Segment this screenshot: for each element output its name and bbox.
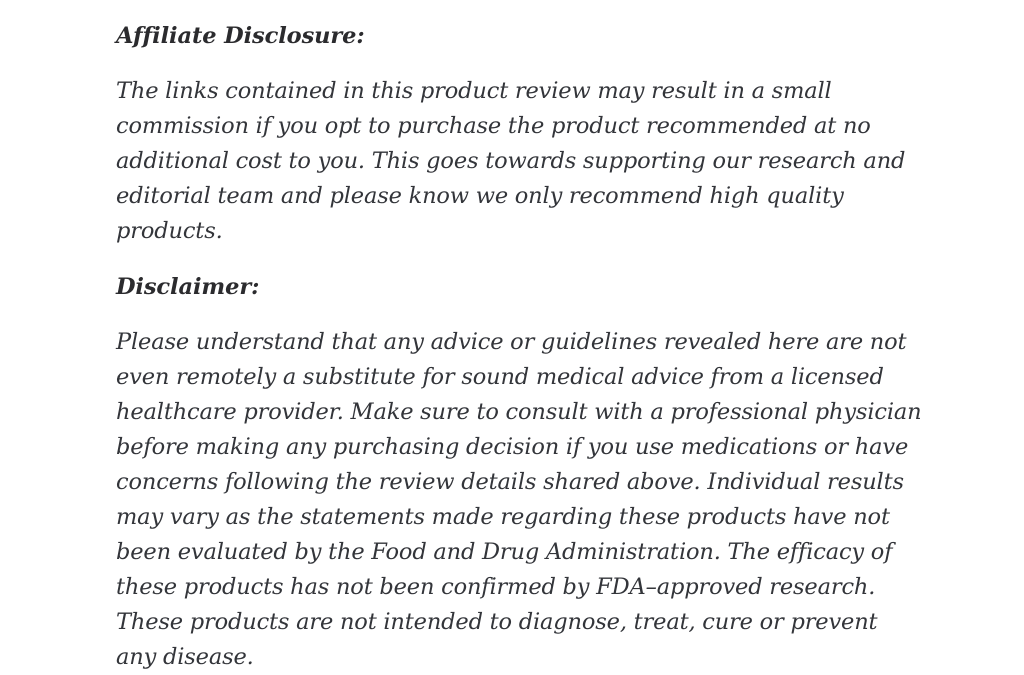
document-page: Affiliate Disclosure: The links containe…	[116, 23, 922, 670]
affiliate-disclosure-paragraph: The links contained in this product revi…	[116, 78, 906, 244]
disclaimer-paragraph: Please understand that any advice or gui…	[116, 329, 922, 670]
document-content: Affiliate Disclosure: The links containe…	[116, 0, 922, 675]
disclaimer-heading: Disclaimer:	[116, 274, 260, 300]
affiliate-disclosure-heading: Affiliate Disclosure:	[116, 23, 365, 49]
